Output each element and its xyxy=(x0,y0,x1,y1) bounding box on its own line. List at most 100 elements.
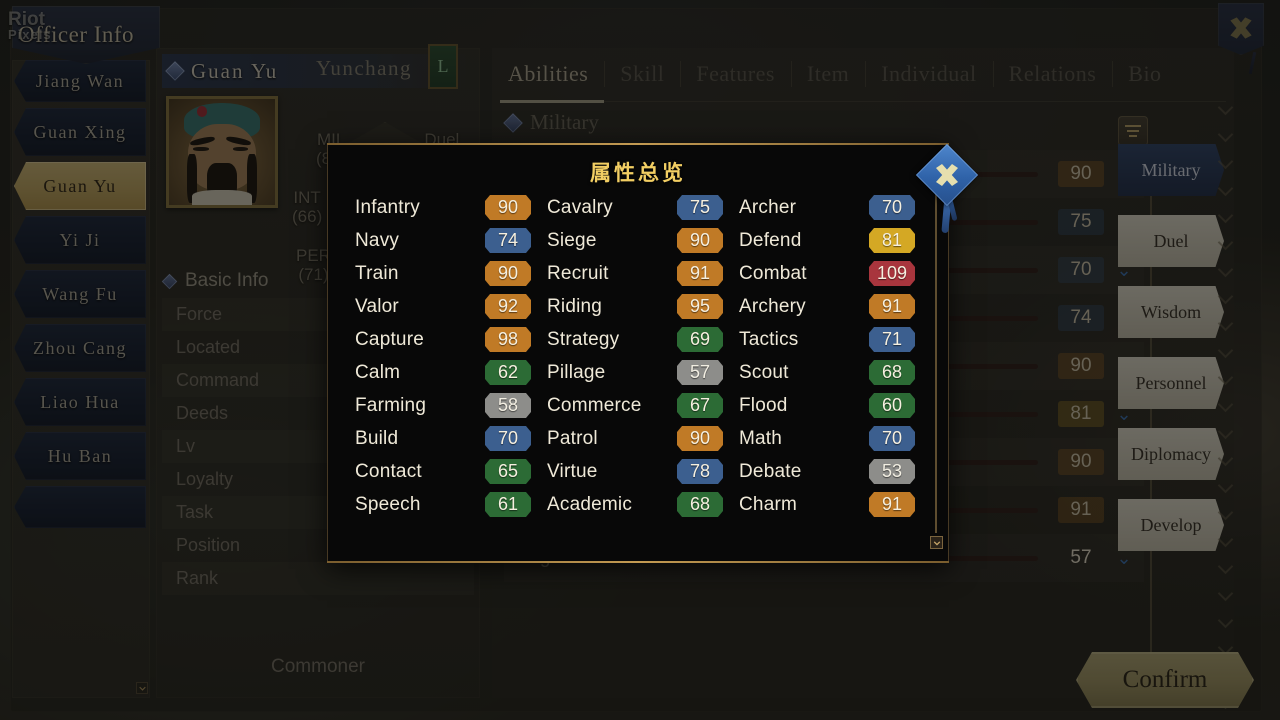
attribute-label: Archery xyxy=(739,295,806,317)
officer-list-item[interactable] xyxy=(14,486,146,528)
attribute-label: Capture xyxy=(355,328,424,350)
attribute-label: Debate xyxy=(739,460,802,482)
attribute-cell: Riding 95 xyxy=(547,290,739,323)
attribute-value-badge: 91 xyxy=(869,492,915,517)
stat-row-value: 70 xyxy=(1058,257,1104,283)
category-duel[interactable]: Duel xyxy=(1118,215,1224,267)
diamond-icon xyxy=(165,61,185,81)
tab-bar[interactable]: Abilities Skill Features Item Individual Rela… xyxy=(492,48,1234,100)
attribute-label: Train xyxy=(355,262,399,284)
attribute-label: Pillage xyxy=(547,361,606,383)
tab-relations[interactable]: Relations xyxy=(992,48,1113,100)
attribute-value-badge: 70 xyxy=(869,195,915,220)
modal-top-rule xyxy=(327,143,949,145)
officer-list-item[interactable]: Guan Xing xyxy=(14,108,146,156)
tab-features[interactable]: Features xyxy=(680,48,791,100)
attribute-label: Valor xyxy=(355,295,399,317)
officer-list-item[interactable]: Liao Hua xyxy=(14,378,146,426)
attribute-cell: Patrol 90 xyxy=(547,422,739,455)
category-personnel[interactable]: Personnel xyxy=(1118,357,1224,409)
attribute-cell: Cavalry 75 xyxy=(547,191,739,224)
attribute-value-badge: 92 xyxy=(485,294,531,319)
officer-list-item[interactable]: Zhou Cang xyxy=(14,324,146,372)
attribute-cell: Valor 92 xyxy=(355,290,547,323)
officer-list-item[interactable]: Guan Yu xyxy=(14,162,146,210)
tab-skill[interactable]: Skill xyxy=(604,48,680,100)
attribute-value-badge: 98 xyxy=(485,327,531,352)
attribute-label: Combat xyxy=(739,262,807,284)
attribute-value-badge: 68 xyxy=(677,492,723,517)
attribute-overview-modal: 属性总览 Infantry 90 Cavalry 75 Archer 70 Navy 74 Si… xyxy=(327,143,979,563)
basic-info-label: Loyalty xyxy=(176,469,234,489)
attribute-cell: Commerce 67 xyxy=(547,389,739,422)
basic-info-label: Deeds xyxy=(176,403,229,423)
officer-list-item-label: Guan Xing xyxy=(33,121,127,142)
modal-scrollbar[interactable] xyxy=(930,185,943,549)
tab-bio[interactable]: Bio xyxy=(1112,48,1177,100)
confirm-button[interactable]: Confirm xyxy=(1076,652,1254,708)
officer-list-scroll-down[interactable] xyxy=(136,682,148,694)
officer-style-name: Yunchang xyxy=(316,56,412,80)
tab-abilities[interactable]: Abilities xyxy=(508,61,589,86)
basic-info-label: Position xyxy=(176,535,241,555)
chevron-down-icon xyxy=(138,686,146,691)
officer-list-item-label: Liao Hua xyxy=(40,391,120,412)
section-header: Military xyxy=(503,110,599,135)
attribute-cell: Tactics 71 xyxy=(739,323,931,356)
category-develop[interactable]: Develop xyxy=(1118,499,1224,551)
close-x-diamond-icon xyxy=(936,164,958,186)
attribute-label: Cavalry xyxy=(547,196,613,218)
tab-item[interactable]: Item xyxy=(790,48,865,100)
category-wisdom[interactable]: Wisdom xyxy=(1118,286,1224,338)
attribute-label: Academic xyxy=(547,493,633,515)
attribute-cell: Navy 74 xyxy=(355,224,547,257)
category-diplomacy[interactable]: Diplomacy xyxy=(1118,428,1224,480)
stat-row-value: 90 xyxy=(1058,161,1104,187)
attribute-label: Recruit xyxy=(547,262,609,284)
attribute-cell: Combat 109 xyxy=(739,257,931,290)
filter-lines-icon[interactable] xyxy=(1118,116,1148,146)
officer-list[interactable]: Jiang Wan Guan Xing Guan Yu Yi Ji Wang Fu Zho… xyxy=(12,60,150,698)
portrait-face xyxy=(169,99,275,205)
tab-individual[interactable]: Individual xyxy=(865,48,992,100)
officer-list-item[interactable]: Yi Ji xyxy=(14,216,146,264)
side-chain-decoration xyxy=(1216,96,1234,720)
attribute-label: Virtue xyxy=(547,460,598,482)
tab-rule xyxy=(500,101,1226,102)
attribute-value-badge: 68 xyxy=(869,360,915,385)
officer-list-item[interactable]: Jiang Wan xyxy=(14,60,146,102)
attribute-value-badge: 67 xyxy=(677,393,723,418)
modal-close-button[interactable] xyxy=(915,143,979,234)
officer-list-item[interactable]: Wang Fu xyxy=(14,270,146,318)
tab-active-underline xyxy=(500,100,604,103)
attribute-value-badge: 53 xyxy=(869,459,915,484)
attribute-cell: Infantry 90 xyxy=(355,191,547,224)
window-close-button[interactable] xyxy=(1218,3,1264,55)
attribute-cell: Academic 68 xyxy=(547,488,739,521)
attribute-cell: Farming 58 xyxy=(355,389,547,422)
officer-portrait xyxy=(166,96,278,208)
category-column[interactable]: Military Duel Wisdom Personnel Diplomacy Deve… xyxy=(1118,144,1224,570)
attribute-label: Archer xyxy=(739,196,797,218)
attribute-value-badge: 60 xyxy=(869,393,915,418)
attribute-cell: Virtue 78 xyxy=(547,455,739,488)
chevron-down-icon xyxy=(933,540,940,546)
attribute-label: Commerce xyxy=(547,394,642,416)
stat-row-value: 75 xyxy=(1058,209,1104,235)
category-military[interactable]: Military xyxy=(1118,144,1224,196)
close-x-icon xyxy=(1230,17,1252,39)
attribute-label: Farming xyxy=(355,394,427,416)
attribute-value-badge: 90 xyxy=(485,195,531,220)
officer-list-item[interactable]: Hu Ban xyxy=(14,432,146,480)
officer-list-item-label: Guan Yu xyxy=(43,175,117,196)
attribute-label: Charm xyxy=(739,493,798,515)
basic-info-label: Task xyxy=(176,502,214,522)
stat-row-value: 81 xyxy=(1058,401,1104,427)
attribute-cell: Charm 91 xyxy=(739,488,931,521)
stat-row-value: 74 xyxy=(1058,305,1104,331)
attribute-cell: Calm 62 xyxy=(355,356,547,389)
attribute-label: Contact xyxy=(355,460,422,482)
attribute-value-badge: 58 xyxy=(485,393,531,418)
modal-scroll-down-button[interactable] xyxy=(930,536,943,549)
attribute-label: Tactics xyxy=(739,328,799,350)
